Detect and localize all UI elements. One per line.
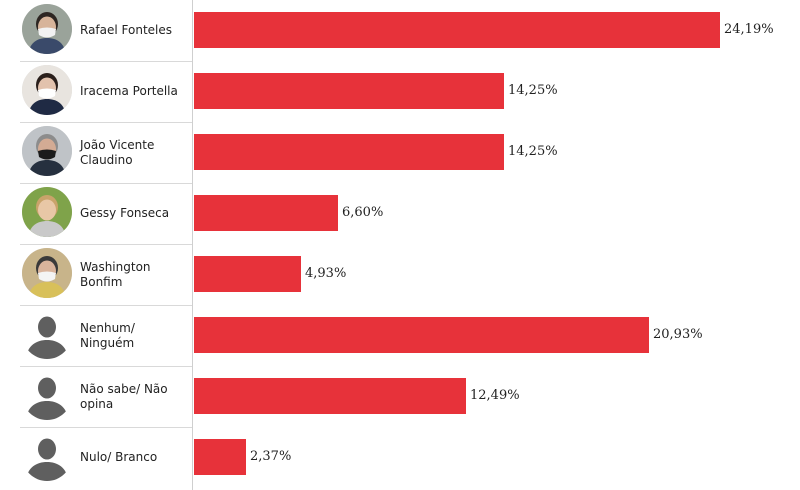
category-label: Iracema Portella: [80, 61, 192, 122]
candidate-photo: [22, 187, 72, 237]
category-label: Não sabe/ Não opina: [80, 366, 192, 427]
value-label: 14,25%: [508, 144, 558, 159]
bar-row: Não sabe/ Não opina 12,49%: [20, 366, 800, 427]
value-label: 2,37%: [250, 449, 292, 464]
category-axis-line: [192, 0, 193, 490]
bar-row: Nulo/ Branco 2,37%: [20, 427, 800, 488]
candidate-photo: [22, 65, 72, 115]
bar: [194, 12, 720, 48]
row-divider: [20, 244, 192, 245]
value-label: 12,49%: [470, 388, 520, 403]
person-placeholder-icon: [22, 431, 72, 481]
candidate-photo: [22, 126, 72, 176]
bar: [194, 73, 504, 109]
row-divider: [20, 183, 192, 184]
value-label: 20,93%: [653, 327, 703, 342]
category-label-text: Não sabe/ Não opina: [80, 381, 168, 411]
value-label: 24,19%: [724, 22, 774, 37]
category-label-text: Nenhum/ Ninguém: [80, 320, 135, 350]
bar: [194, 378, 466, 414]
category-label: João Vicente Claudino: [80, 122, 192, 183]
person-placeholder-icon: [22, 309, 72, 359]
category-label: Nenhum/ Ninguém: [80, 305, 192, 366]
row-divider: [20, 366, 192, 367]
bar-row: Gessy Fonseca 6,60%: [20, 183, 800, 244]
row-divider: [20, 61, 192, 62]
bar-row: Washington Bonfim 4,93%: [20, 244, 800, 305]
bar-row: Nenhum/ Ninguém 20,93%: [20, 305, 800, 366]
category-label: Nulo/ Branco: [80, 427, 192, 488]
bar: [194, 439, 246, 475]
category-label: Rafael Fonteles: [80, 0, 192, 61]
person-placeholder-icon: [22, 370, 72, 420]
bar-row: João Vicente Claudino 14,25%: [20, 122, 800, 183]
candidate-photo: [22, 248, 72, 298]
value-label: 4,93%: [305, 266, 347, 281]
category-label-text: Washington Bonfim: [80, 259, 151, 289]
bar: [194, 195, 338, 231]
category-label: Gessy Fonseca: [80, 183, 192, 244]
bar: [194, 134, 504, 170]
bar: [194, 317, 649, 353]
bar: [194, 256, 301, 292]
category-label-text: Nulo/ Branco: [80, 450, 158, 464]
category-label: Washington Bonfim: [80, 244, 192, 305]
bar-row: Iracema Portella 14,25%: [20, 61, 800, 122]
category-label-text: Gessy Fonseca: [80, 206, 170, 220]
row-divider: [20, 427, 192, 428]
candidate-photo: [22, 4, 72, 54]
row-divider: [20, 305, 192, 306]
value-label: 14,25%: [508, 83, 558, 98]
row-divider: [20, 122, 192, 123]
bar-row: Rafael Fonteles 24,19%: [20, 0, 800, 61]
category-label-text: Rafael Fonteles: [80, 23, 173, 37]
category-label-text: João Vicente Claudino: [80, 137, 155, 167]
value-label: 6,60%: [342, 205, 384, 220]
category-label-text: Iracema Portella: [80, 84, 178, 98]
